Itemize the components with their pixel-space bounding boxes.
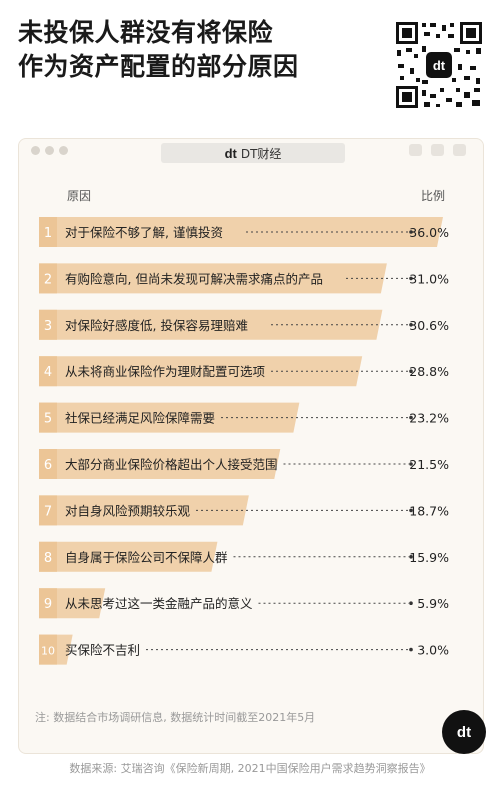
bar-chart: 1 对于保险不够了解, 谨慎投资 36.0% 2 有购险意向, 但尚未发现可解决需求痛点… (39, 217, 449, 665)
rank-box (39, 309, 57, 340)
category-label: 对于保险不够了解, 谨慎投资 (65, 225, 223, 240)
leader-dot (409, 647, 413, 652)
value-label: 21.5% (409, 457, 449, 472)
data-source: 数据来源: 艾瑞咨询《保险新周期, 2021中国保险用户需求趋势洞察报告》 (69, 762, 431, 775)
bar (39, 309, 383, 340)
rank-box (39, 541, 57, 572)
rank-box (39, 356, 57, 387)
category-label: 有购险意向, 但尚未发现可解决需求痛点的产品 (65, 271, 323, 286)
leader-dot (409, 369, 413, 373)
rank-number: 1 (44, 226, 52, 241)
category-label: 大部分商业保险价格超出个人接受范围 (65, 457, 278, 472)
value-label: 18.7% (409, 503, 449, 518)
bar (39, 263, 387, 294)
qr-code[interactable]: dt (394, 20, 484, 110)
bar (39, 495, 249, 526)
leader-dot (409, 323, 413, 327)
category-label: 买保险不吉利 (65, 643, 140, 658)
rank-number: 8 (44, 551, 52, 566)
leader-dot (409, 415, 413, 420)
rank-box (39, 495, 57, 526)
category-label: 从未思考过这一类金融产品的意义 (65, 596, 253, 611)
leader-dot (409, 276, 413, 281)
qr-center-logo: dt (433, 58, 446, 73)
value-label: 28.8% (409, 364, 449, 379)
window-folder-icon[interactable] (431, 144, 444, 156)
title-line-1: 未投保人群没有将保险 (18, 18, 274, 47)
title-line-2: 作为资产配置的部分原因 (18, 52, 299, 81)
dt-logo-icon: dt (224, 145, 237, 161)
chart-title: 未投保人群没有将保险 作为资产配置的部分原因 (18, 16, 378, 84)
rank-box (39, 588, 57, 619)
rank-number: 7 (44, 504, 52, 519)
rank-number: 10 (41, 645, 55, 658)
column-header-ratio: 比例 (421, 189, 446, 203)
rank-box (39, 634, 57, 665)
rank-box (39, 449, 57, 479)
window-record-icon[interactable] (409, 144, 422, 156)
value-label: 5.9% (417, 596, 449, 611)
rank-box (39, 263, 57, 294)
rank-number: 9 (44, 597, 52, 612)
bar (39, 217, 443, 247)
value-label: 30.6% (409, 318, 449, 333)
leader-dot (409, 508, 413, 513)
rank-box (39, 217, 57, 247)
category-label: 社保已经满足风险保障需要 (65, 411, 215, 426)
rank-number: 6 (44, 458, 52, 473)
rank-number: 3 (44, 319, 52, 334)
value-label: 15.9% (409, 550, 449, 565)
category-label: 对自身风险预期较乐观 (65, 503, 191, 518)
bar (39, 449, 281, 479)
category-label: 对保险好感度低, 投保容易理赔难 (65, 318, 248, 333)
tab-label: DT财经 (240, 146, 282, 161)
window-close-icon[interactable] (31, 146, 40, 155)
window-maximize-icon[interactable] (59, 146, 68, 155)
bar (39, 402, 300, 433)
bar (39, 356, 363, 387)
window-lock-icon[interactable] (453, 144, 466, 156)
window-minimize-icon[interactable] (45, 146, 54, 155)
window-tab[interactable]: dt DT财经 (161, 143, 345, 163)
window-titlebar: dt DT财经 (19, 139, 483, 163)
rank-box (39, 402, 57, 433)
rank-number: 4 (44, 365, 52, 380)
leader-dot (409, 555, 413, 559)
leader-dot (409, 601, 413, 605)
value-label: 23.2% (409, 411, 449, 426)
footnote: 注: 数据结合市场调研信息, 数据统计时间截至2021年5月 (35, 711, 316, 724)
value-label: 31.0% (409, 271, 449, 286)
category-label: 自身属于保险公司不保障人群 (65, 550, 228, 565)
value-label: 3.0% (417, 643, 449, 658)
leader-dot (409, 462, 413, 466)
chart-panel: dt DT财经 原因 比例 1 对于保险不够了解, 谨慎投资 36.0% 2 有购险意向… (18, 138, 484, 754)
leader-dot (409, 230, 413, 234)
column-header-reason: 原因 (67, 189, 92, 203)
category-label: 从未将商业保险作为理财配置可选项 (65, 364, 265, 379)
brand-logo[interactable]: dt (442, 710, 486, 754)
value-label: 36.0% (409, 225, 449, 240)
rank-number: 5 (44, 412, 52, 427)
bar (39, 541, 218, 572)
rank-number: 2 (44, 272, 52, 287)
